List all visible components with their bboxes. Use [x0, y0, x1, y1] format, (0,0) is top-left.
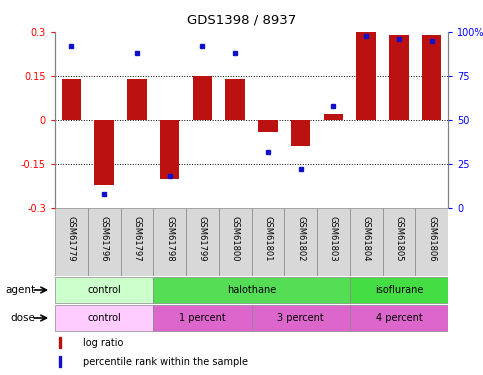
Text: GSM61798: GSM61798 — [165, 216, 174, 262]
Text: percentile rank within the sample: percentile rank within the sample — [83, 357, 247, 367]
Bar — [55, 305, 153, 331]
Text: halothane: halothane — [227, 285, 276, 295]
Bar — [153, 305, 252, 331]
Bar — [61, 79, 81, 120]
Text: GSM61799: GSM61799 — [198, 216, 207, 262]
Bar — [127, 79, 147, 120]
Text: 1 percent: 1 percent — [179, 313, 226, 323]
Text: GSM61805: GSM61805 — [395, 216, 403, 262]
Bar — [186, 208, 219, 276]
Bar — [291, 120, 311, 146]
Text: GSM61806: GSM61806 — [427, 216, 436, 262]
Text: control: control — [87, 285, 121, 295]
Bar — [225, 79, 245, 120]
Bar — [252, 208, 284, 276]
Bar — [422, 35, 441, 120]
Bar — [153, 208, 186, 276]
Bar — [59, 356, 61, 367]
Text: isoflurane: isoflurane — [375, 285, 423, 295]
Bar — [59, 336, 61, 348]
Bar — [219, 208, 252, 276]
Bar — [284, 208, 317, 276]
Bar — [88, 208, 120, 276]
Text: GSM61803: GSM61803 — [329, 216, 338, 262]
Bar — [258, 120, 278, 132]
Bar — [55, 278, 153, 303]
Bar — [252, 305, 350, 331]
Bar — [153, 278, 350, 303]
Bar — [350, 208, 383, 276]
Bar — [55, 208, 88, 276]
Text: GSM61804: GSM61804 — [362, 216, 370, 262]
Bar — [317, 208, 350, 276]
Bar — [193, 76, 212, 120]
Text: 4 percent: 4 percent — [375, 313, 422, 323]
Bar — [356, 32, 376, 120]
Bar — [350, 278, 448, 303]
Text: GSM61797: GSM61797 — [132, 216, 142, 262]
Bar — [389, 35, 409, 120]
Text: GSM61796: GSM61796 — [99, 216, 109, 262]
Text: GSM61800: GSM61800 — [230, 216, 240, 262]
Text: dose: dose — [11, 313, 35, 323]
Text: GSM61779: GSM61779 — [67, 216, 76, 262]
Bar — [415, 208, 448, 276]
Bar — [324, 114, 343, 120]
Bar — [350, 305, 448, 331]
Bar — [120, 208, 153, 276]
Bar — [160, 120, 180, 178]
Text: GSM61801: GSM61801 — [263, 216, 272, 262]
Text: log ratio: log ratio — [83, 338, 123, 348]
Text: agent: agent — [5, 285, 35, 295]
Text: 3 percent: 3 percent — [277, 313, 324, 323]
Text: control: control — [87, 313, 121, 323]
Bar — [383, 208, 415, 276]
Bar — [94, 120, 114, 184]
Text: GSM61802: GSM61802 — [296, 216, 305, 262]
Text: GDS1398 / 8937: GDS1398 / 8937 — [187, 13, 296, 27]
